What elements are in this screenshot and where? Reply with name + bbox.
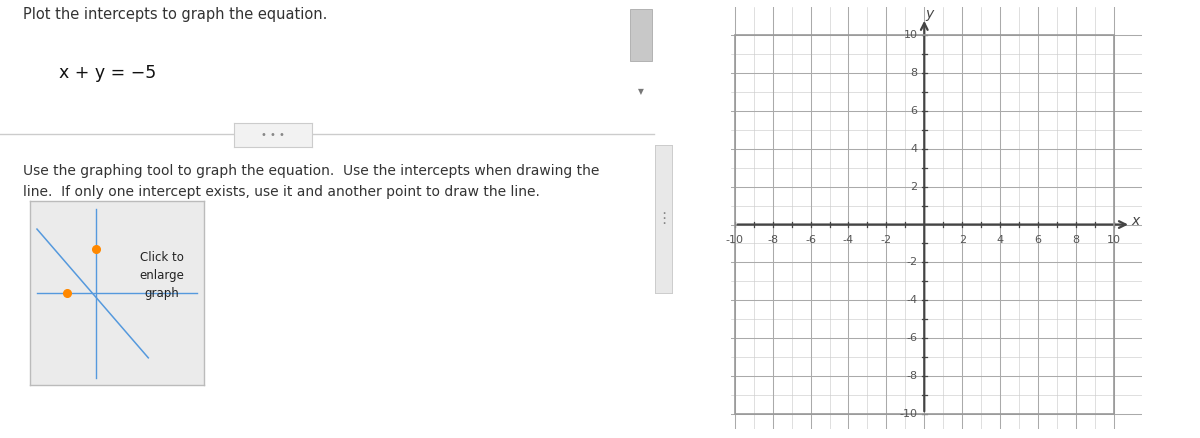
Text: 6: 6 xyxy=(1034,235,1042,245)
Text: Click to
enlarge
graph: Click to enlarge graph xyxy=(140,251,185,300)
Text: 6: 6 xyxy=(911,106,918,116)
Text: x: x xyxy=(1132,214,1140,228)
Text: -2: -2 xyxy=(881,235,892,245)
Text: -6: -6 xyxy=(805,235,816,245)
Text: -4: -4 xyxy=(842,235,854,245)
Text: 8: 8 xyxy=(1073,235,1080,245)
Text: -4: -4 xyxy=(906,295,918,305)
Text: 10: 10 xyxy=(1106,235,1121,245)
Text: 4: 4 xyxy=(911,144,918,154)
Text: 2: 2 xyxy=(911,182,918,192)
Text: 8: 8 xyxy=(911,68,918,78)
Text: ⋮: ⋮ xyxy=(656,212,671,226)
Text: 2: 2 xyxy=(959,235,966,245)
Text: -2: -2 xyxy=(906,258,918,268)
Text: 4: 4 xyxy=(996,235,1003,245)
Text: x + y = −5: x + y = −5 xyxy=(59,64,156,81)
Text: -10: -10 xyxy=(900,409,918,419)
Text: -8: -8 xyxy=(906,371,918,381)
Text: y: y xyxy=(925,7,934,21)
Text: -8: -8 xyxy=(767,235,779,245)
Text: 10: 10 xyxy=(904,30,918,40)
FancyBboxPatch shape xyxy=(630,9,652,61)
Text: ▼: ▼ xyxy=(638,88,643,96)
Text: -10: -10 xyxy=(726,235,744,245)
Text: -6: -6 xyxy=(907,333,918,343)
Text: • • •: • • • xyxy=(262,130,284,140)
Text: Use the graphing tool to graph the equation.  Use the intercepts when drawing th: Use the graphing tool to graph the equat… xyxy=(23,164,599,199)
Bar xyxy=(734,35,1114,414)
Text: Plot the intercepts to graph the equation.: Plot the intercepts to graph the equatio… xyxy=(23,7,328,21)
